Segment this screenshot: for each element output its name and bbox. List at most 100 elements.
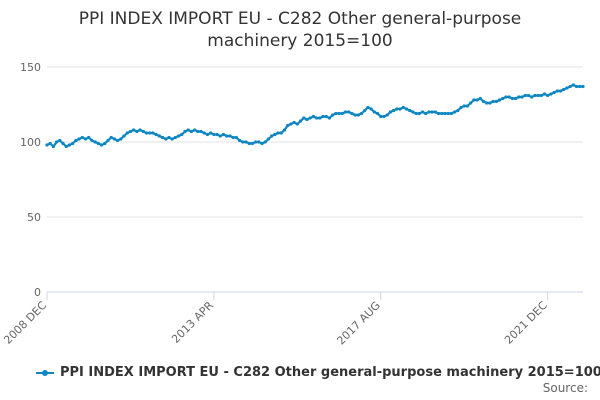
data-point bbox=[491, 99, 495, 104]
data-point bbox=[202, 131, 206, 135]
data-point bbox=[481, 99, 486, 104]
data-point bbox=[462, 104, 466, 108]
data-point bbox=[186, 128, 190, 132]
data-point bbox=[363, 108, 367, 113]
data-point bbox=[504, 95, 508, 99]
data-point bbox=[558, 89, 563, 93]
data-point bbox=[183, 129, 187, 134]
data-point bbox=[77, 137, 81, 141]
data-point bbox=[228, 134, 232, 138]
data-point bbox=[530, 95, 534, 99]
data-point bbox=[514, 96, 518, 101]
y-tick-label: 150 bbox=[20, 61, 41, 74]
data-point bbox=[215, 132, 219, 137]
data-point bbox=[151, 131, 155, 135]
data-point bbox=[321, 114, 325, 119]
data-point bbox=[581, 84, 585, 89]
data-point bbox=[74, 138, 78, 143]
data-point bbox=[55, 140, 59, 144]
data-point bbox=[539, 93, 543, 98]
series-line bbox=[45, 83, 585, 148]
legend-series-marker bbox=[36, 367, 54, 379]
data-point bbox=[83, 137, 88, 141]
data-point bbox=[485, 101, 489, 105]
data-point bbox=[382, 114, 386, 119]
data-point bbox=[337, 111, 341, 116]
data-point bbox=[135, 129, 139, 134]
data-point bbox=[311, 114, 315, 119]
data-point bbox=[122, 134, 126, 138]
data-point bbox=[87, 135, 91, 140]
data-point bbox=[109, 135, 113, 140]
data-point bbox=[289, 122, 293, 126]
data-point bbox=[331, 113, 335, 117]
data-point bbox=[546, 93, 550, 98]
data-point bbox=[436, 111, 441, 116]
data-point bbox=[116, 138, 120, 143]
data-point bbox=[388, 110, 393, 114]
data-point bbox=[160, 135, 165, 140]
data-point bbox=[517, 95, 521, 99]
chart-legend[interactable]: PPI INDEX IMPORT EU - C282 Other general… bbox=[36, 365, 600, 380]
data-point bbox=[173, 135, 177, 140]
data-point bbox=[266, 137, 271, 141]
data-point bbox=[520, 95, 524, 99]
data-point bbox=[552, 90, 556, 95]
data-point bbox=[295, 122, 299, 126]
data-point bbox=[536, 93, 540, 98]
data-point bbox=[205, 132, 210, 137]
data-point bbox=[106, 138, 110, 143]
data-point bbox=[475, 98, 479, 102]
data-point bbox=[478, 96, 482, 101]
data-point bbox=[472, 98, 476, 102]
data-point bbox=[433, 110, 437, 114]
data-point bbox=[353, 113, 357, 117]
data-point bbox=[488, 101, 492, 105]
data-point bbox=[542, 92, 547, 96]
data-point bbox=[574, 84, 579, 89]
data-point bbox=[176, 134, 181, 138]
data-point bbox=[459, 105, 463, 110]
data-point bbox=[180, 132, 184, 137]
data-point bbox=[189, 129, 194, 134]
data-point bbox=[292, 120, 296, 125]
data-point bbox=[501, 96, 505, 101]
data-point bbox=[99, 143, 104, 147]
data-point bbox=[138, 128, 142, 132]
data-point bbox=[270, 134, 274, 138]
data-point bbox=[469, 101, 473, 105]
data-point bbox=[241, 140, 245, 144]
data-point bbox=[237, 138, 242, 143]
data-point bbox=[453, 110, 457, 114]
data-point bbox=[282, 128, 287, 132]
data-point bbox=[565, 86, 569, 90]
data-point bbox=[404, 107, 409, 111]
chart-title-line-1: PPI INDEX IMPORT EU - C282 Other general… bbox=[78, 9, 522, 29]
data-point bbox=[507, 95, 511, 99]
data-point bbox=[523, 93, 527, 98]
data-point bbox=[244, 140, 248, 144]
data-point bbox=[144, 131, 149, 135]
data-point bbox=[67, 143, 72, 147]
data-point bbox=[132, 128, 136, 132]
data-point bbox=[533, 93, 537, 98]
data-point bbox=[571, 83, 575, 87]
data-point bbox=[225, 134, 229, 138]
data-point bbox=[234, 135, 238, 140]
data-point bbox=[555, 89, 559, 93]
data-point bbox=[58, 138, 62, 143]
data-point bbox=[350, 111, 354, 116]
chart-title-line-2: machinery 2015=100 bbox=[207, 31, 393, 51]
data-point bbox=[440, 111, 444, 116]
data-point bbox=[51, 144, 56, 149]
x-tick-label: 2008 DEC bbox=[1, 299, 49, 347]
data-point bbox=[315, 116, 319, 120]
data-point bbox=[385, 113, 389, 117]
data-point bbox=[443, 111, 447, 116]
data-point bbox=[170, 137, 174, 141]
data-point bbox=[340, 111, 344, 116]
data-point bbox=[64, 144, 68, 149]
data-point bbox=[417, 111, 421, 116]
data-point bbox=[424, 111, 428, 116]
data-point bbox=[260, 141, 264, 146]
